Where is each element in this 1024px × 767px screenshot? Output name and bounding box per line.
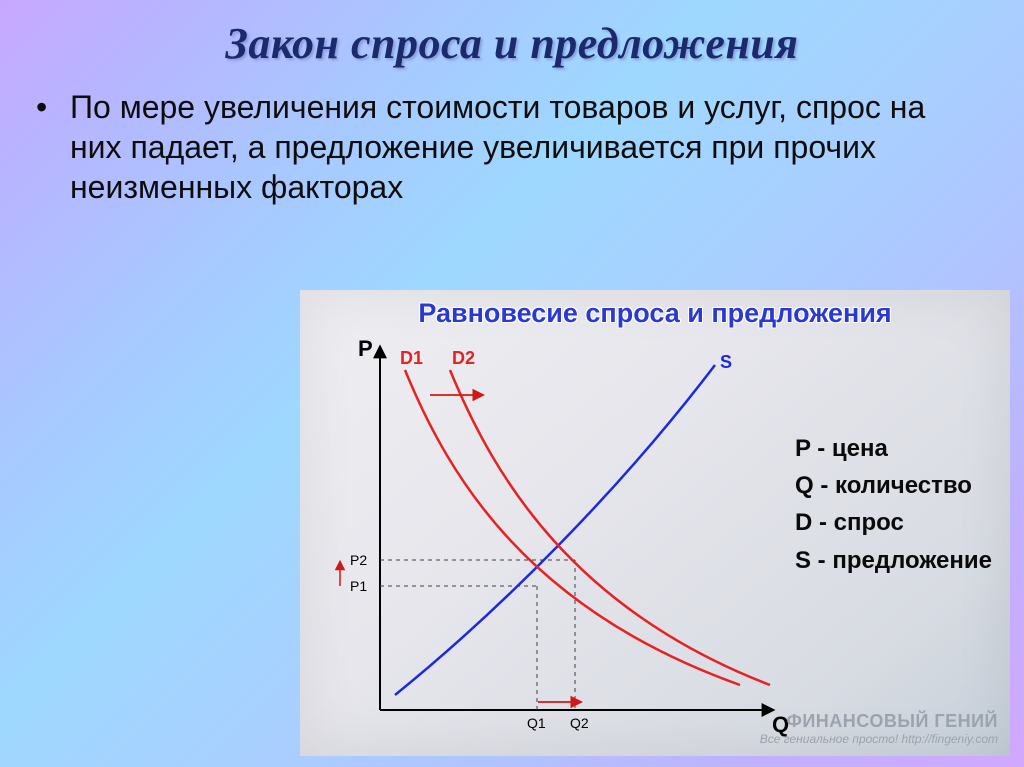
svg-text:Q1: Q1 xyxy=(527,715,546,731)
legend-p: P - цена xyxy=(795,430,992,467)
legend-d: D - спрос xyxy=(795,504,992,541)
legend-s: S - предложение xyxy=(795,542,992,579)
credit-title: ФИНАНСОВЫЙ ГЕНИЙ xyxy=(760,711,998,732)
bullet-text: По мере увеличения стоимости товаров и у… xyxy=(0,69,1024,207)
supply-demand-chart: PQP1P2Q1Q2D1D2S xyxy=(300,290,800,740)
svg-text:D2: D2 xyxy=(452,348,475,368)
page-title: Закон спроса и предложения xyxy=(0,0,1024,69)
svg-text:Q2: Q2 xyxy=(570,715,589,731)
credit-sub: Все гениальное просто! http://fingeniy.c… xyxy=(760,732,998,746)
svg-text:P1: P1 xyxy=(350,578,367,594)
svg-text:P2: P2 xyxy=(350,552,367,568)
svg-text:S: S xyxy=(720,352,732,372)
svg-text:D1: D1 xyxy=(400,348,423,368)
chart-container: Равновесие спроса и предложения PQP1P2Q1… xyxy=(300,290,1010,756)
chart-legend: P - цена Q - количество D - спрос S - пр… xyxy=(795,430,992,579)
svg-text:P: P xyxy=(358,336,373,361)
legend-q: Q - количество xyxy=(795,467,992,504)
credit-block: ФИНАНСОВЫЙ ГЕНИЙ Все гениальное просто! … xyxy=(760,711,998,746)
